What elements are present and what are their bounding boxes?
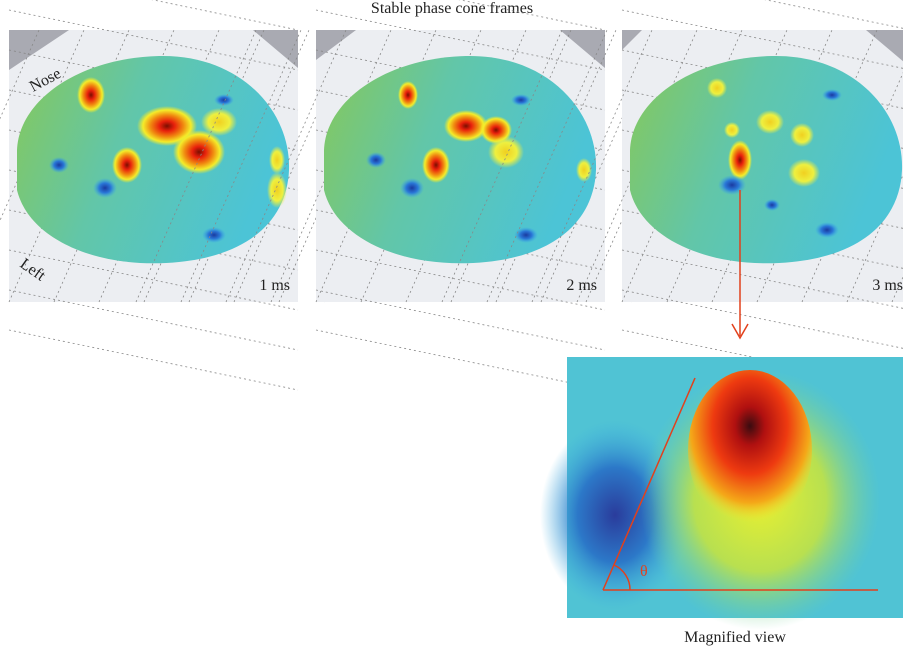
hot-spot bbox=[267, 172, 287, 208]
floor-grid bbox=[8, 329, 299, 391]
time-label: 3 ms bbox=[872, 277, 903, 294]
floor-grid bbox=[621, 9, 903, 69]
corner-shade bbox=[622, 30, 642, 50]
floor-grid bbox=[315, 289, 606, 351]
blob bbox=[630, 55, 903, 264]
cold-spot bbox=[511, 94, 531, 106]
hot-spot bbox=[201, 108, 237, 136]
corner-shade bbox=[9, 30, 69, 70]
floor-grid bbox=[8, 249, 299, 311]
angle-line bbox=[602, 377, 696, 591]
floor-grid bbox=[764, 0, 903, 29]
cold-spot bbox=[93, 178, 117, 198]
floor-grid bbox=[8, 9, 299, 71]
floor-grid bbox=[151, 0, 299, 31]
hot-spot bbox=[707, 78, 727, 98]
hot-spot bbox=[444, 110, 488, 142]
corner-shade bbox=[316, 30, 356, 60]
hot-spot bbox=[77, 77, 105, 113]
hot-spot bbox=[173, 130, 225, 174]
hot-spot bbox=[422, 147, 450, 183]
magnified-caption: Magnified view bbox=[684, 629, 786, 646]
hot-spot bbox=[756, 110, 784, 134]
cold-spot bbox=[400, 178, 424, 198]
cold-spot bbox=[718, 175, 746, 195]
floor-grid bbox=[315, 249, 606, 311]
cold-spot bbox=[49, 157, 69, 173]
corner-shade bbox=[253, 30, 298, 68]
hot-spot bbox=[724, 122, 740, 138]
cold-spot bbox=[815, 222, 839, 238]
angle-arc bbox=[613, 564, 631, 591]
hot-spot bbox=[790, 123, 814, 147]
hot-spot bbox=[728, 140, 752, 180]
figure-title: Stable phase cone frames bbox=[371, 0, 533, 17]
cold-spot bbox=[764, 199, 780, 211]
frame-panel: 2 ms bbox=[135, 0, 752, 391]
cold-spot bbox=[514, 227, 538, 243]
floor-grid bbox=[621, 249, 903, 309]
floor-grid bbox=[458, 0, 606, 31]
hot-spot bbox=[269, 146, 285, 174]
cone-peak bbox=[688, 370, 812, 530]
magnified-view: θ bbox=[540, 357, 903, 630]
cold-spot bbox=[366, 152, 386, 168]
cold-spot bbox=[214, 94, 234, 106]
floor-grid bbox=[621, 209, 903, 269]
floor-grid bbox=[8, 289, 299, 351]
hot-spot bbox=[488, 136, 524, 168]
cold-spot bbox=[202, 227, 226, 243]
time-label: 2 ms bbox=[566, 277, 597, 294]
hot-spot bbox=[788, 159, 820, 187]
arrow-head bbox=[731, 323, 749, 340]
floor-grid bbox=[315, 9, 606, 71]
angle-label: θ bbox=[640, 563, 648, 580]
corner-shade bbox=[560, 30, 605, 68]
floor-grid bbox=[315, 209, 606, 271]
floor-grid bbox=[8, 209, 299, 271]
blob bbox=[324, 55, 597, 264]
time-label: 1 ms bbox=[259, 277, 290, 294]
floor-grid bbox=[621, 289, 903, 349]
hot-spot bbox=[398, 81, 418, 109]
hot-spot bbox=[576, 158, 592, 182]
cold-spot bbox=[822, 89, 842, 101]
floor-grid bbox=[315, 329, 606, 391]
hot-spot bbox=[112, 147, 142, 183]
